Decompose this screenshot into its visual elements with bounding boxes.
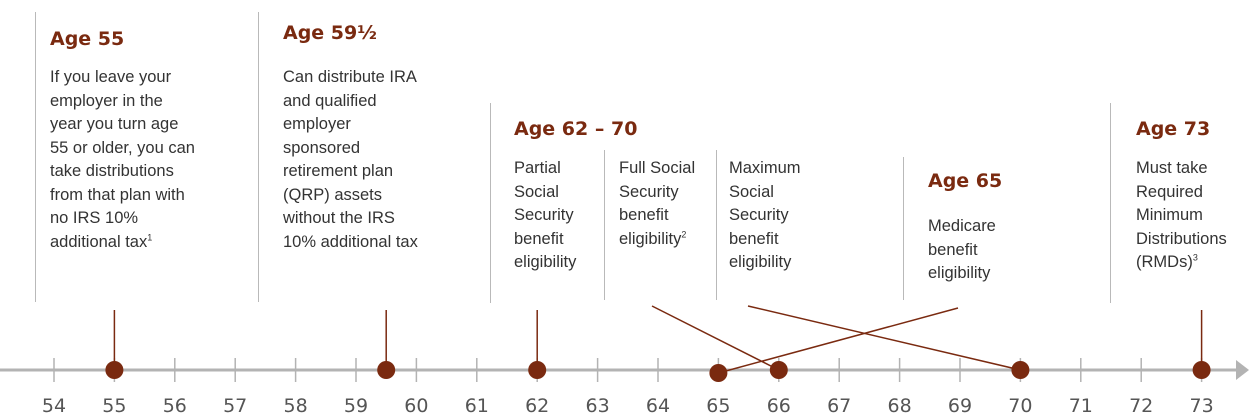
milestone-text-age-65: Medicare benefit eligibility (928, 215, 1028, 286)
axis-tick-label: 54 (42, 395, 66, 417)
text-line: year you turn age (50, 115, 179, 133)
milestone-text-full-social-security: Full Social Security benefit eligibility… (619, 157, 714, 251)
age-marker (709, 364, 728, 382)
axis-tick-label: 66 (767, 395, 791, 417)
text-line: (QRP) assets (283, 185, 383, 204)
text-line: benefit (928, 240, 978, 259)
text-line: without the IRS (283, 209, 395, 227)
text-line: retirement plan (283, 162, 394, 180)
text-line: additional tax (50, 232, 148, 251)
text-line: take distributions (50, 162, 174, 180)
milestone-heading-age-59-half: Age 59½ (283, 22, 377, 44)
age-marker (1192, 361, 1211, 379)
milestone-text-age-73: Must take Required Minimum Distributions… (1136, 157, 1246, 275)
axis-tick-label: 57 (223, 395, 247, 417)
milestone-text-partial-social-security: Partial Social Security benefit eligibil… (514, 157, 602, 275)
age-marker (377, 361, 396, 379)
connector-line (651, 305, 780, 371)
divider (716, 150, 717, 300)
text-line: benefit (619, 206, 669, 224)
milestone-heading-age-65: Age 65 (928, 170, 1003, 192)
footnote-marker: 1 (147, 232, 153, 242)
milestone-text-maximum-social-security: Maximum Social Security benefit eligibil… (729, 157, 839, 275)
axis-tick-label: 55 (102, 395, 126, 417)
axis-tick-label: 64 (646, 395, 670, 417)
age-marker (769, 361, 788, 379)
text-line: (RMDs) (1136, 253, 1193, 271)
axis-tick-label: 63 (586, 395, 610, 417)
age-marker (528, 361, 547, 379)
connector-line (718, 307, 959, 374)
text-line: Required (1136, 182, 1203, 201)
text-line: Security (729, 206, 789, 224)
divider (1110, 103, 1111, 303)
axis-tick-label: 70 (1008, 395, 1032, 417)
text-line: Distributions (1136, 229, 1227, 248)
axis-arrow-icon (1236, 360, 1249, 380)
text-line: from that plan with (50, 185, 185, 204)
milestone-heading-age-55: Age 55 (50, 28, 125, 50)
text-line: Social (514, 182, 559, 201)
text-line: eligibility (729, 253, 792, 271)
axis-tick-label: 61 (465, 395, 489, 417)
axis-tick-label: 67 (827, 395, 851, 417)
axis-tick-label: 68 (888, 395, 912, 417)
text-line: and qualified (283, 91, 377, 110)
milestone-text-age-55: If you leave your employer in the year y… (50, 66, 250, 254)
axis-tick-label: 59 (344, 395, 368, 417)
text-line: sponsored (283, 138, 361, 157)
text-line: Security (514, 206, 574, 224)
axis-tick-label: 73 (1190, 395, 1214, 417)
connector-line (747, 305, 1021, 371)
text-line: no IRS 10% (50, 209, 139, 227)
text-line: benefit (729, 229, 779, 248)
text-line: Medicare (928, 217, 996, 235)
text-line: employer (283, 115, 351, 133)
divider (604, 150, 605, 300)
divider (35, 12, 36, 302)
text-line: Minimum (1136, 206, 1203, 224)
text-line: Security (619, 182, 679, 201)
axis-tick-label: 69 (948, 395, 972, 417)
divider (258, 12, 259, 302)
text-line: eligibility (928, 264, 991, 282)
text-line: 55 or older, you can (50, 138, 195, 157)
text-line: eligibility (514, 253, 577, 271)
text-line: If you leave your (50, 68, 172, 86)
text-line: Must take (1136, 159, 1208, 177)
age-marker (1011, 361, 1030, 379)
age-marker (105, 361, 124, 379)
axis-tick-label: 56 (163, 395, 187, 417)
text-line: employer in the (50, 91, 163, 110)
text-line: Maximum (729, 159, 801, 177)
text-line: Partial (514, 159, 561, 177)
milestone-heading-age-62-70: Age 62 – 70 (514, 118, 638, 140)
axis-tick-label: 62 (525, 395, 549, 417)
axis-tick-label: 58 (284, 395, 308, 417)
axis-tick-label: 72 (1129, 395, 1153, 417)
axis-tick-label: 65 (706, 395, 730, 417)
text-line: Full Social (619, 159, 696, 177)
text-line: 10% additional tax (283, 232, 418, 251)
text-line: Social (729, 182, 774, 201)
text-line: eligibility (619, 229, 682, 248)
text-line: Can distribute IRA (283, 68, 417, 86)
milestone-heading-age-73: Age 73 (1136, 118, 1211, 140)
divider (903, 157, 904, 300)
milestone-text-age-59-half: Can distribute IRA and qualified employe… (283, 66, 483, 254)
divider (490, 103, 491, 303)
axis-tick-label: 71 (1069, 395, 1093, 417)
footnote-marker: 2 (681, 229, 687, 239)
axis-tick-label: 60 (404, 395, 428, 417)
text-line: benefit (514, 229, 564, 248)
footnote-marker: 3 (1192, 252, 1198, 263)
